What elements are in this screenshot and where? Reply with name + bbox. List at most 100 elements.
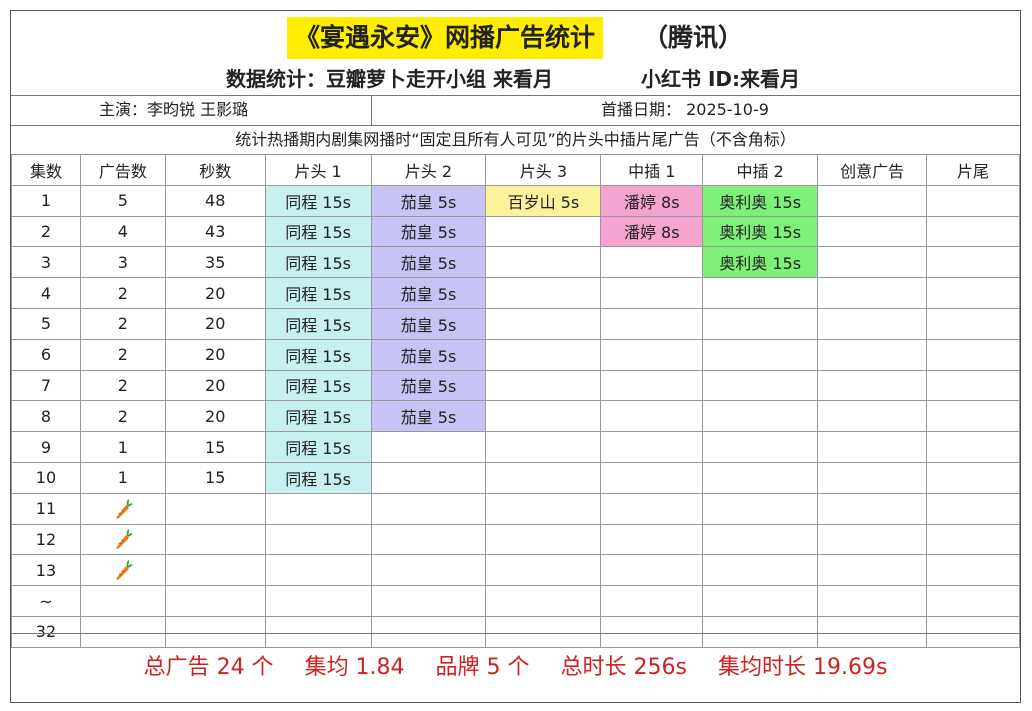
ad-slot-cell xyxy=(817,338,928,371)
ad-slot-cell xyxy=(600,338,704,371)
summary-avg: 集均 1.84 xyxy=(304,655,405,680)
ad-slot-cell xyxy=(370,461,487,494)
seconds-cell xyxy=(164,523,266,556)
ad-slot-cell: 同程 15s xyxy=(264,184,372,217)
ad-slot-cell xyxy=(264,585,372,617)
episode-cell: 5 xyxy=(11,307,81,340)
ad-slot-cell xyxy=(817,277,928,309)
ad-slot-cell xyxy=(702,277,819,309)
ad-slot-cell xyxy=(264,523,372,556)
ad-slot-cell xyxy=(600,461,704,494)
episode-cell: 3 xyxy=(11,246,81,279)
ad-slot-cell: 潘婷 8s xyxy=(600,215,704,248)
ad-slot-cell xyxy=(702,523,819,556)
ad-slot-cell xyxy=(702,307,819,340)
column-header: 片尾 xyxy=(926,154,1020,186)
ad-slot-cell: 同程 15s xyxy=(264,246,372,279)
premiere-date-label: 首播日期： 2025-10-9 xyxy=(601,100,769,119)
ad-slot-cell xyxy=(702,615,819,648)
table-row: 3 3 35 同程 15s 茄皇 5s 奥利奥 15s xyxy=(11,246,1020,279)
ad-slot-cell xyxy=(926,338,1020,371)
ad-slot-cell: 茄皇 5s xyxy=(370,184,487,217)
ad-slot-cell xyxy=(485,338,602,371)
ad-slot-cell xyxy=(600,431,704,463)
ad-slot-cell xyxy=(485,554,602,587)
ad-slot-cell xyxy=(600,554,704,587)
carrot-icon xyxy=(113,559,133,581)
ad-count-cell xyxy=(79,615,166,648)
ad-slot-cell xyxy=(926,554,1020,587)
ad-count-cell: 2 xyxy=(79,369,166,402)
ad-slot-cell xyxy=(485,585,602,617)
carrot-icon xyxy=(113,498,133,520)
ad-slot-cell xyxy=(926,307,1020,340)
ad-slot-cell xyxy=(702,585,819,617)
notice-text: 统计热播期内剧集网播时“固定且所有人可见”的片头中插片尾广告（不含角标） xyxy=(235,130,796,149)
ad-count-cell: 3 xyxy=(79,246,166,279)
ad-slot-cell xyxy=(817,400,928,433)
divider xyxy=(11,95,1020,96)
divider xyxy=(11,125,1020,126)
ad-slot-cell: 同程 15s xyxy=(264,307,372,340)
ad-slot-cell xyxy=(702,492,819,525)
ad-slot-cell: 茄皇 5s xyxy=(370,277,487,309)
summary-total-time: 总时长 256s xyxy=(560,655,687,680)
ad-count-cell: 2 xyxy=(79,307,166,340)
column-header: 广告数 xyxy=(79,154,166,186)
ad-slot-cell xyxy=(702,400,819,433)
ad-slot-cell xyxy=(926,492,1020,525)
ad-slot-cell xyxy=(817,615,928,648)
ad-slot-cell xyxy=(817,307,928,340)
table-row: 2 4 43 同程 15s 茄皇 5s 潘婷 8s 奥利奥 15s xyxy=(11,215,1020,248)
ad-slot-cell: 茄皇 5s xyxy=(370,400,487,433)
seconds-cell: 20 xyxy=(164,400,266,433)
seconds-cell xyxy=(164,615,266,648)
ad-slot-cell xyxy=(817,246,928,279)
ad-slot-cell xyxy=(485,215,602,248)
ad-slot-cell xyxy=(485,615,602,648)
subtitle-row: 数据统计：豆瓣萝卜走开小组 来看月 小红书 ID:来看月 xyxy=(11,63,1020,95)
ad-slot-cell xyxy=(600,307,704,340)
xiaohongshu-id-label: 小红书 ID:来看月 xyxy=(641,67,801,91)
ad-count-cell: 2 xyxy=(79,400,166,433)
seconds-cell: 43 xyxy=(164,215,266,248)
column-header: 中插 2 xyxy=(702,154,819,186)
ad-slot-cell xyxy=(370,492,487,525)
table-row: 32 xyxy=(11,615,1020,648)
table-header-row: 集数 广告数 秒数 片头 1 片头 2 片头 3 中插 1 中插 2 创意广告 片尾 xyxy=(11,154,1020,186)
ad-slot-cell xyxy=(926,215,1020,248)
ad-slot-cell xyxy=(370,554,487,587)
episode-cell: 9 xyxy=(11,431,81,463)
ad-count-cell xyxy=(79,523,166,556)
ad-slot-cell xyxy=(926,523,1020,556)
seconds-cell xyxy=(164,585,266,617)
ad-slot-cell xyxy=(817,523,928,556)
ad-slot-cell: 同程 15s xyxy=(264,338,372,371)
ad-slot-cell xyxy=(702,554,819,587)
column-header: 创意广告 xyxy=(817,154,928,186)
ad-slot-cell xyxy=(485,461,602,494)
ad-slot-cell xyxy=(817,492,928,525)
ad-slot-cell: 同程 15s xyxy=(264,215,372,248)
table-row: 11 xyxy=(11,492,1020,525)
ad-slot-cell: 茄皇 5s xyxy=(370,307,487,340)
ad-slot-cell: 同程 15s xyxy=(264,369,372,402)
ad-slot-cell xyxy=(702,338,819,371)
ad-slot-cell: 奥利奥 15s xyxy=(702,246,819,279)
episode-cell: 8 xyxy=(11,400,81,433)
ad-count-cell: 4 xyxy=(79,215,166,248)
ad-slot-cell: 潘婷 8s xyxy=(600,184,704,217)
ad-slot-cell xyxy=(702,369,819,402)
ad-slot-cell xyxy=(485,400,602,433)
ad-slot-cell xyxy=(702,431,819,463)
ad-slot-cell xyxy=(485,246,602,279)
carrot-icon xyxy=(113,528,133,550)
divider xyxy=(371,95,372,125)
ad-slot-cell xyxy=(926,369,1020,402)
episode-cell: 4 xyxy=(11,277,81,309)
ad-slot-cell xyxy=(817,431,928,463)
episode-cell: 6 xyxy=(11,338,81,371)
table-row: 12 xyxy=(11,523,1020,556)
column-header: 片头 2 xyxy=(370,154,487,186)
summary-total-ads: 总广告 24 个 xyxy=(143,655,274,680)
